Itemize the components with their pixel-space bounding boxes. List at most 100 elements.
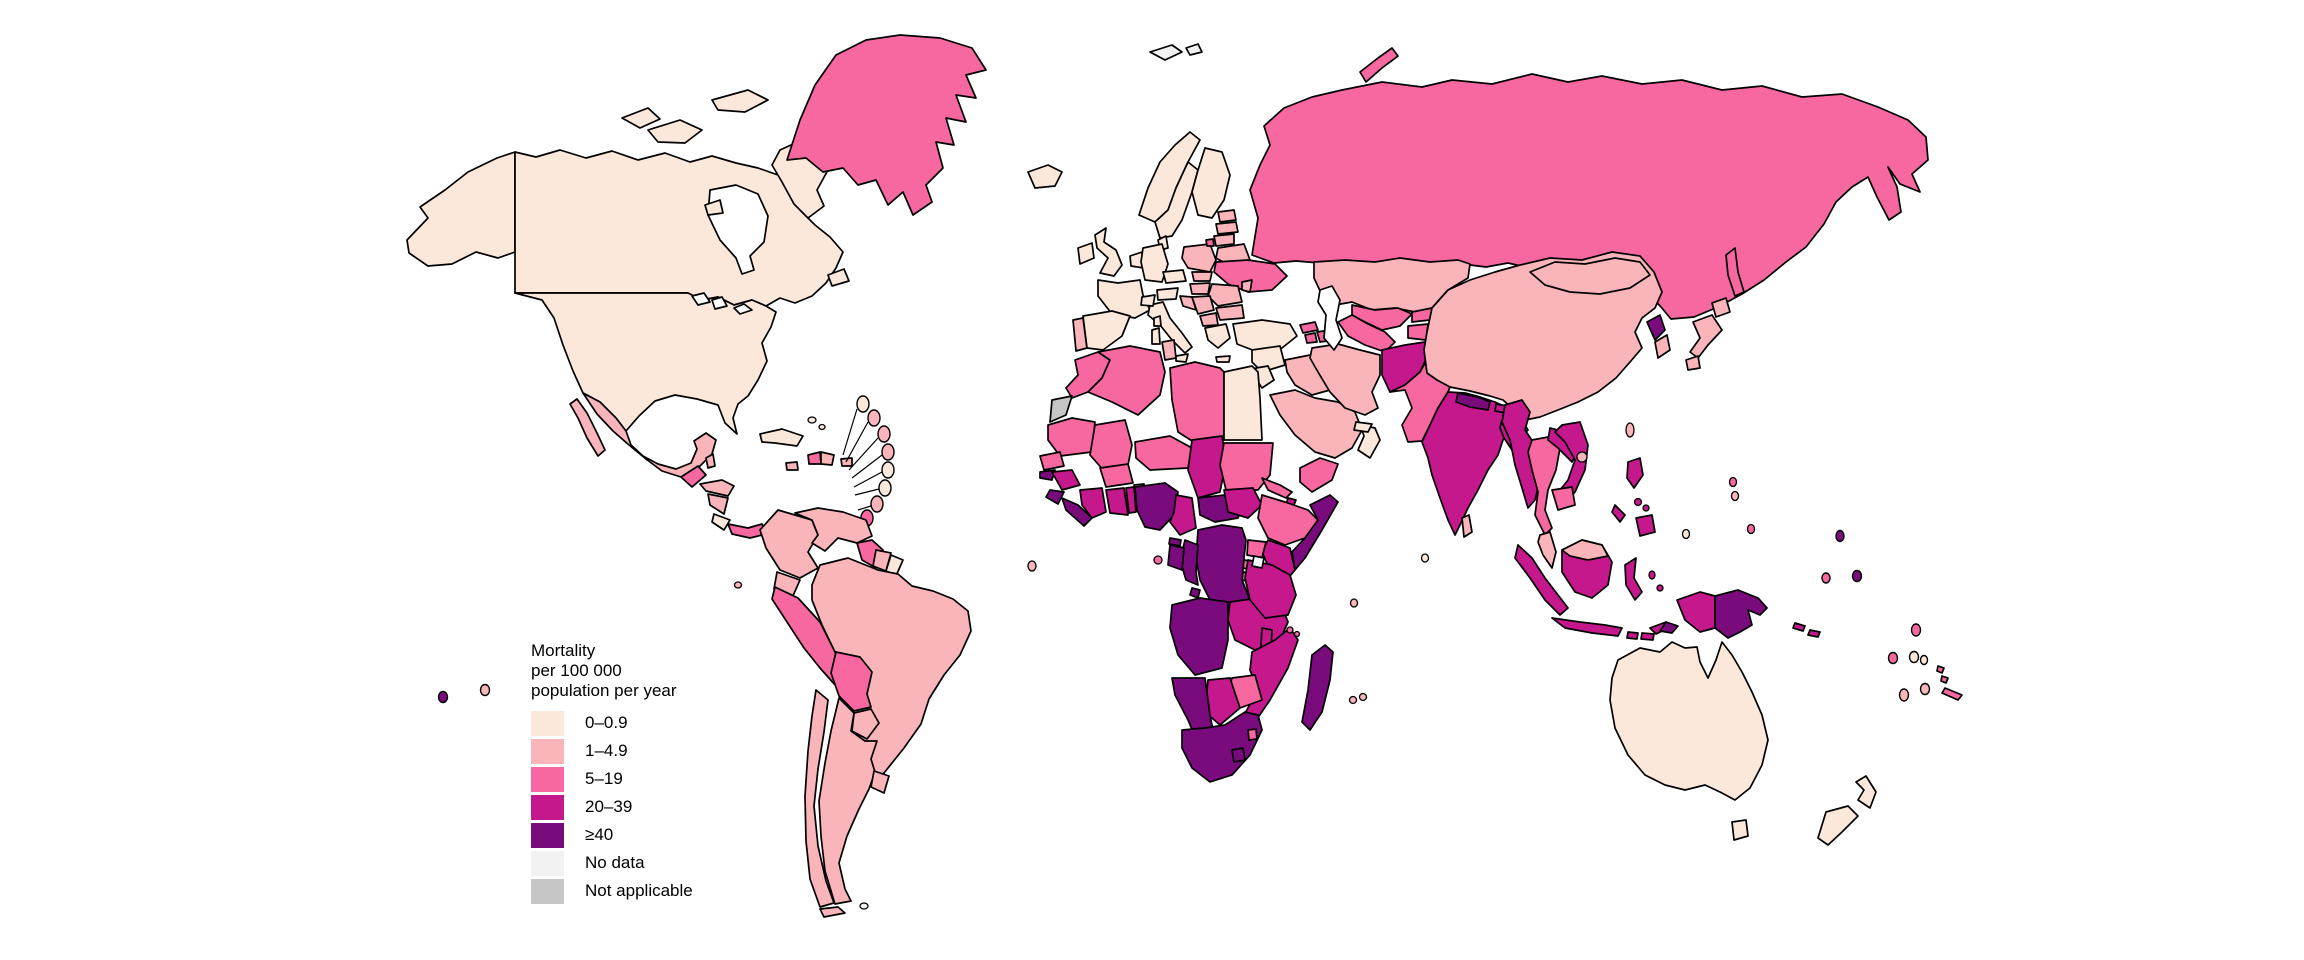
country-mauritania xyxy=(1047,417,1096,457)
country-cambodia xyxy=(1551,486,1576,511)
island-sardinia xyxy=(1151,327,1161,345)
country-south-sudan xyxy=(1223,487,1263,519)
island-sakhalin xyxy=(1725,247,1745,297)
island-antilles-5 xyxy=(881,461,895,479)
island-solomon-2 xyxy=(1807,629,1821,638)
country-moldova xyxy=(1241,279,1253,293)
legend-swatch-1 xyxy=(531,738,564,764)
legend-item-5: No data xyxy=(531,849,693,877)
legend-label-5: No data xyxy=(585,853,645,872)
country-latvia xyxy=(1215,221,1239,235)
island-tonga xyxy=(1908,650,1920,664)
country-canada-southampton-island xyxy=(704,199,724,216)
country-albania xyxy=(1199,312,1219,327)
legend-title-line-3: population per year xyxy=(531,681,677,700)
country-nicaragua xyxy=(707,493,729,515)
hudson-bay-water xyxy=(707,184,769,275)
country-chad xyxy=(1187,435,1227,499)
island-fiji xyxy=(1887,651,1899,665)
country-senegal xyxy=(1039,451,1065,471)
legend-swatch-6 xyxy=(531,878,564,904)
legend-label-1: 1–4.9 xyxy=(585,741,628,760)
lake-michigan-water xyxy=(711,296,728,310)
country-jamaica xyxy=(785,461,799,471)
country-togo xyxy=(1125,486,1137,514)
lake-victoria-water xyxy=(1251,555,1265,569)
island-mauritius xyxy=(1358,692,1368,702)
island-antilles-6 xyxy=(878,479,892,497)
country-cote-divoire xyxy=(1079,487,1107,519)
island-galapagos xyxy=(733,581,743,589)
island-comoros-2 xyxy=(1293,630,1301,638)
legend-item-1: 1–4.9 xyxy=(531,737,693,765)
country-argentina xyxy=(818,697,878,905)
legend-title-line-2: per 100 000 xyxy=(531,661,622,680)
country-nigeria xyxy=(1134,482,1179,531)
country-somalia xyxy=(1291,494,1339,571)
island-sicily xyxy=(1175,353,1189,363)
map-legend: Mortality per 100 000 population per yea… xyxy=(531,641,693,905)
country-switzerland xyxy=(1140,294,1156,307)
country-colombia xyxy=(759,509,819,579)
island-nz-south xyxy=(1817,805,1859,846)
island-novaya-zemlya xyxy=(1359,47,1399,83)
country-tunisia xyxy=(1161,339,1177,361)
country-mexico xyxy=(582,392,717,478)
country-usa xyxy=(514,292,777,435)
country-turkey xyxy=(1232,319,1298,352)
country-egypt xyxy=(1223,365,1263,441)
country-serbia xyxy=(1191,295,1215,315)
country-guatemala xyxy=(680,465,707,488)
island-hainan xyxy=(1576,451,1588,463)
country-eswatini xyxy=(1247,728,1258,741)
country-cameroon xyxy=(1169,494,1197,536)
island-sumatra xyxy=(1514,544,1569,616)
island-vanuatu-2 xyxy=(1940,675,1949,684)
country-saudi-arabia xyxy=(1269,389,1363,459)
country-lithuania xyxy=(1213,233,1235,247)
region-western-sahara xyxy=(1049,395,1073,423)
country-south-africa xyxy=(1181,711,1263,783)
country-yemen xyxy=(1299,457,1339,493)
island-crete xyxy=(1215,355,1231,363)
legend-item-6: Not applicable xyxy=(531,877,693,905)
country-canada-newfoundland xyxy=(827,268,850,287)
country-guinea xyxy=(1051,469,1081,491)
country-bahamas xyxy=(807,416,817,424)
country-georgia xyxy=(1299,321,1319,334)
island-samoa xyxy=(1898,688,1910,702)
island-antilles-2 xyxy=(867,409,881,427)
legend-label-6: Not applicable xyxy=(585,881,693,900)
country-greece xyxy=(1204,323,1231,349)
country-australia xyxy=(1609,641,1769,801)
country-dominican-republic xyxy=(820,451,835,466)
island-antilles-4 xyxy=(881,443,895,461)
country-belize xyxy=(705,453,716,469)
legend-label-3: 20–39 xyxy=(585,797,633,816)
country-angola-cabinda xyxy=(1189,587,1201,599)
country-sierra-leone xyxy=(1045,489,1065,505)
country-papua-new-guinea xyxy=(1714,589,1768,639)
country-ukraine xyxy=(1213,259,1288,293)
country-slovakia xyxy=(1191,271,1213,282)
island-palawan xyxy=(1611,504,1626,523)
island-falklands xyxy=(859,902,869,910)
island-micronesia-2 xyxy=(1681,528,1691,540)
island-java xyxy=(1551,617,1623,637)
country-gabon xyxy=(1167,544,1185,571)
country-czechia xyxy=(1162,269,1187,284)
country-tanzania xyxy=(1244,559,1297,619)
legend-label-2: 5–19 xyxy=(585,769,623,788)
island-honshu xyxy=(1689,314,1723,359)
island-tierra-del-fuego xyxy=(819,906,846,918)
island-comoros xyxy=(1286,626,1294,634)
island-maldives xyxy=(1420,553,1430,563)
island-nauru xyxy=(1821,572,1831,584)
island-sao-tome xyxy=(1153,555,1163,565)
island-sulawesi xyxy=(1624,557,1643,601)
country-canada-banks-island xyxy=(621,107,661,129)
country-germany xyxy=(1140,243,1169,283)
country-timor-leste xyxy=(1659,621,1679,634)
island-antilles-7 xyxy=(870,495,884,513)
